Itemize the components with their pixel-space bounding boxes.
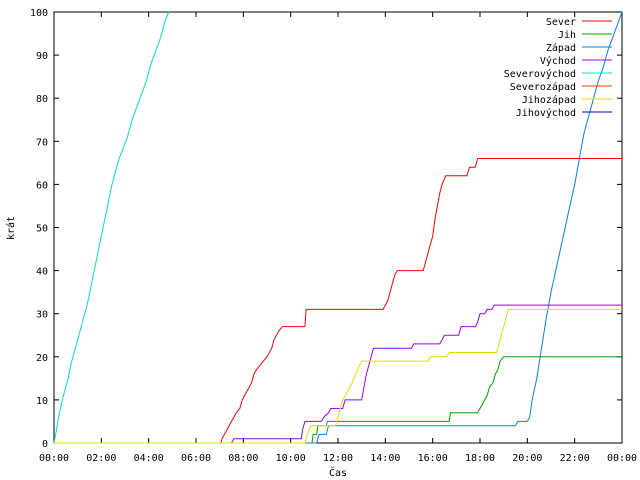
- x-tick-label: 16:00: [418, 453, 448, 464]
- x-tick-label: 00:00: [39, 453, 69, 464]
- x-axis-label: Čas: [329, 466, 347, 479]
- series-line-0: [54, 158, 622, 444]
- y-tick-label: 10: [36, 396, 48, 407]
- series-line-4: [53, 11, 170, 444]
- x-tick-label: 00:00: [607, 453, 637, 464]
- legend-label: Jihovýchod: [516, 107, 576, 119]
- legend-label: Jih: [558, 30, 576, 41]
- y-tick-label: 50: [36, 224, 48, 235]
- y-axis-label: krát: [5, 216, 17, 240]
- y-tick-label: 40: [36, 267, 48, 278]
- legend-label: Jihozápad: [522, 94, 576, 106]
- y-tick-label: 0: [42, 439, 48, 450]
- axis-ticks: 00:00 02:00 04:00 06:00 08:00 10:00 12:00 14:00…: [30, 8, 637, 464]
- series-line-2: [54, 11, 623, 444]
- x-tick-label: 14:00: [370, 453, 400, 464]
- x-tick-label: 22:00: [560, 453, 590, 464]
- y-tick-label: 100: [30, 8, 48, 19]
- legend-label: Sever: [546, 17, 576, 28]
- x-tick-label: 12:00: [323, 453, 353, 464]
- x-tick-label: 04:00: [134, 453, 164, 464]
- y-tick-label: 60: [36, 180, 48, 191]
- series-line-3: [54, 304, 622, 444]
- y-tick-label: 20: [36, 353, 48, 364]
- x-tick-label: 10:00: [276, 453, 306, 464]
- y-tick-label: 80: [36, 94, 48, 105]
- x-tick-label: 08:00: [228, 453, 258, 464]
- series-line-6: [54, 308, 622, 444]
- series-lines: [53, 11, 623, 444]
- x-tick-label: 06:00: [181, 453, 211, 464]
- x-tick-label: 20:00: [512, 453, 542, 464]
- y-tick-label: 70: [36, 137, 48, 148]
- legend-label: Severovýchod: [504, 68, 576, 80]
- legend-label: Severozápad: [510, 81, 576, 93]
- x-tick-label: 18:00: [465, 453, 495, 464]
- x-tick-label: 02:00: [86, 453, 116, 464]
- series-line-1: [54, 356, 622, 444]
- y-tick-label: 90: [36, 51, 48, 62]
- legend: Sever JihZápadVýchodSeverovýchodSeverozáp…: [504, 17, 612, 119]
- legend-label: Západ: [546, 42, 576, 54]
- legend-label: Východ: [540, 55, 576, 67]
- y-tick-label: 30: [36, 310, 48, 321]
